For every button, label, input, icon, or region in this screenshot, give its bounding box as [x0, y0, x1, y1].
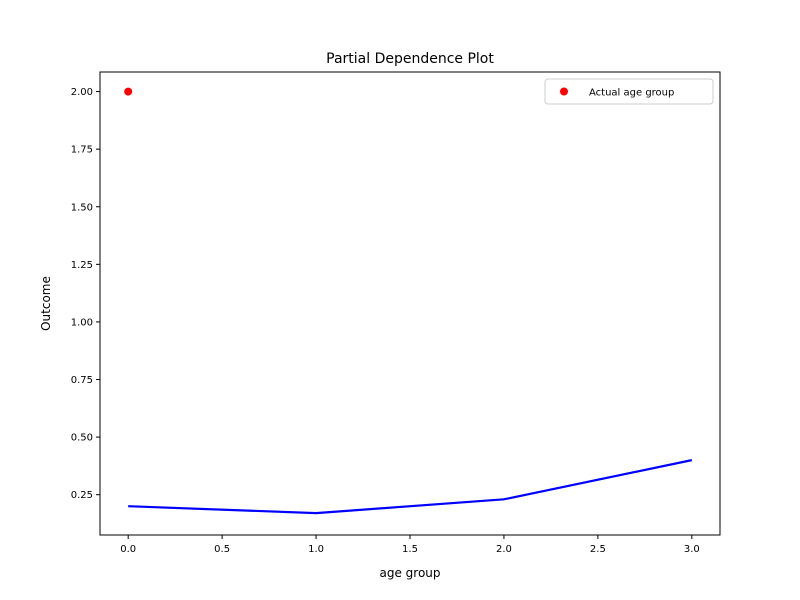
y-tick-label: 1.25 — [71, 260, 93, 271]
y-tick-label: 0.75 — [71, 375, 93, 386]
x-tick-label: 1.5 — [402, 544, 418, 555]
legend-marker — [560, 87, 568, 96]
x-tick-label: 2.0 — [496, 544, 512, 555]
y-tick-label: 0.50 — [71, 433, 93, 444]
line-series — [128, 459, 693, 515]
x-tick-label: 0.0 — [120, 544, 136, 555]
y-tick-label: 1.75 — [71, 145, 93, 156]
scatter-point — [124, 87, 133, 96]
legend: Actual age group — [544, 78, 714, 105]
y-axis-label: Outcome — [39, 276, 53, 331]
y-tick-label: 0.25 — [71, 490, 93, 501]
x-axis-label: age group — [379, 566, 440, 580]
y-tick-label: 2.00 — [71, 87, 93, 98]
x-tick-label: 0.5 — [214, 544, 230, 555]
y-tick-label: 1.00 — [71, 317, 93, 328]
chart-title: Partial Dependence Plot — [326, 51, 494, 67]
legend-label: Actual age group — [589, 88, 674, 99]
x-tick-label: 1.0 — [308, 544, 324, 555]
x-tick-label: 2.5 — [590, 544, 606, 555]
y-tick-label: 1.50 — [71, 202, 93, 213]
x-tick-label: 3.0 — [684, 544, 700, 555]
x-axis: 0.0 0.5 1.0 1.5 2.0 2.5 3.0 — [120, 535, 700, 555]
plot-content — [124, 87, 693, 515]
y-axis: 0.25 0.50 0.75 1.00 1.25 1.50 1.75 2.00 — [71, 87, 100, 501]
legend-box — [544, 78, 714, 105]
